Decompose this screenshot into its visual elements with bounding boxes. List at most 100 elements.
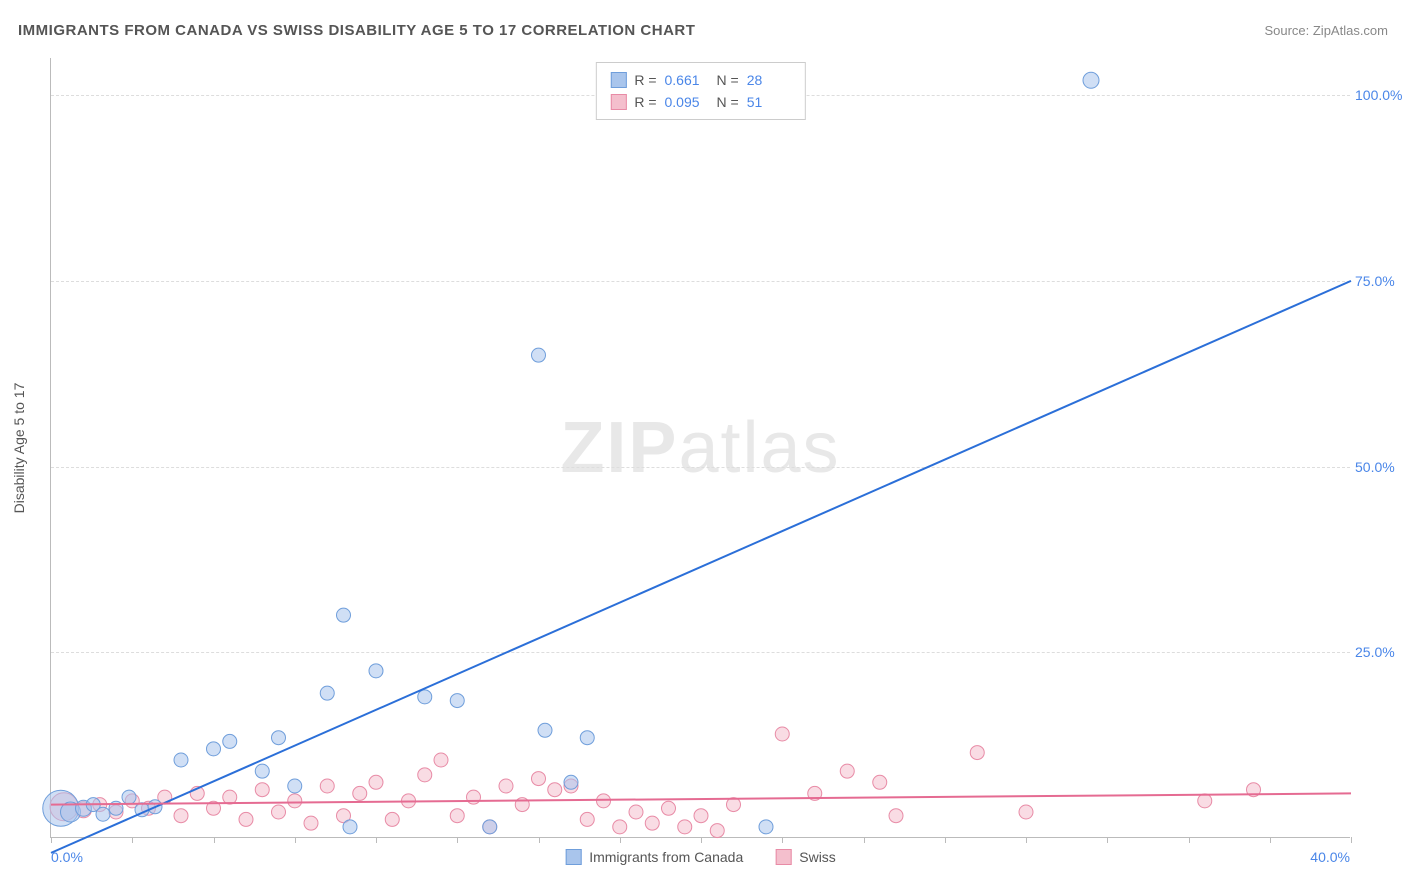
legend-swatch: [565, 849, 581, 865]
source-prefix: Source:: [1264, 23, 1312, 38]
scatter-point-swiss: [678, 820, 692, 834]
scatter-point-canada: [343, 820, 357, 834]
stats-r-value: 0.661: [665, 69, 709, 91]
scatter-point-swiss: [532, 772, 546, 786]
scatter-point-canada: [483, 820, 497, 834]
stats-n-value: 51: [747, 91, 791, 113]
scatter-point-canada: [580, 731, 594, 745]
scatter-point-swiss: [889, 809, 903, 823]
scatter-point-swiss: [239, 812, 253, 826]
scatter-point-swiss: [629, 805, 643, 819]
scatter-point-swiss: [418, 768, 432, 782]
stats-n-label: N =: [717, 91, 739, 113]
x-tick: [1189, 837, 1190, 843]
x-tick: [945, 837, 946, 843]
scatter-point-swiss: [775, 727, 789, 741]
legend-item: Swiss: [775, 849, 836, 865]
x-axis-max-label: 40.0%: [1310, 849, 1350, 865]
scatter-point-canada: [174, 753, 188, 767]
scatter-point-swiss: [450, 809, 464, 823]
stats-n-label: N =: [717, 69, 739, 91]
x-tick: [295, 837, 296, 843]
scatter-point-swiss: [970, 746, 984, 760]
x-tick: [214, 837, 215, 843]
scatter-point-canada: [1083, 72, 1099, 88]
scatter-point-swiss: [288, 794, 302, 808]
scatter-point-swiss: [385, 812, 399, 826]
header: IMMIGRANTS FROM CANADA VS SWISS DISABILI…: [18, 22, 1388, 39]
scatter-point-swiss: [369, 775, 383, 789]
x-tick: [1026, 837, 1027, 843]
scatter-point-canada: [564, 775, 578, 789]
source-attribution: Source: ZipAtlas.com: [1264, 23, 1388, 38]
legend-label: Swiss: [799, 849, 836, 865]
y-tick-label: 25.0%: [1355, 644, 1405, 660]
x-tick: [376, 837, 377, 843]
stats-row: R = 0.661 N = 28: [610, 69, 790, 91]
scatter-point-canada: [450, 694, 464, 708]
scatter-point-canada: [96, 807, 110, 821]
x-tick: [782, 837, 783, 843]
x-tick: [539, 837, 540, 843]
regression-line-swiss: [51, 793, 1351, 804]
stats-box: R = 0.661 N = 28 R = 0.095 N = 51: [595, 62, 805, 120]
stats-r-value: 0.095: [665, 91, 709, 113]
scatter-point-canada: [532, 348, 546, 362]
scatter-point-canada: [369, 664, 383, 678]
scatter-point-canada: [418, 690, 432, 704]
scatter-point-canada: [759, 820, 773, 834]
scatter-point-swiss: [499, 779, 513, 793]
x-tick: [132, 837, 133, 843]
y-tick-label: 50.0%: [1355, 459, 1405, 475]
x-tick: [1270, 837, 1271, 843]
x-tick: [620, 837, 621, 843]
scatter-point-swiss: [174, 809, 188, 823]
scatter-point-canada: [288, 779, 302, 793]
x-tick: [51, 837, 52, 843]
scatter-point-canada: [207, 742, 221, 756]
scatter-point-canada: [255, 764, 269, 778]
scatter-point-swiss: [272, 805, 286, 819]
scatter-point-swiss: [1198, 794, 1212, 808]
legend-swatch: [775, 849, 791, 865]
scatter-point-swiss: [467, 790, 481, 804]
scatter-point-swiss: [353, 786, 367, 800]
scatter-point-canada: [223, 734, 237, 748]
source-name: ZipAtlas.com: [1313, 23, 1388, 38]
scatter-point-swiss: [320, 779, 334, 793]
y-tick-label: 100.0%: [1355, 87, 1405, 103]
stats-r-label: R =: [634, 69, 656, 91]
chart-title: IMMIGRANTS FROM CANADA VS SWISS DISABILI…: [18, 22, 695, 39]
scatter-point-swiss: [304, 816, 318, 830]
scatter-point-swiss: [434, 753, 448, 767]
scatter-point-swiss: [548, 783, 562, 797]
x-tick: [701, 837, 702, 843]
stats-row: R = 0.095 N = 51: [610, 91, 790, 113]
stats-n-value: 28: [747, 69, 791, 91]
scatter-point-canada: [122, 790, 136, 804]
legend-item: Immigrants from Canada: [565, 849, 743, 865]
y-axis-title: Disability Age 5 to 17: [11, 382, 27, 513]
x-tick: [1351, 837, 1352, 843]
scatter-point-swiss: [694, 809, 708, 823]
scatter-point-swiss: [255, 783, 269, 797]
stats-swatch: [610, 72, 626, 88]
legend-label: Immigrants from Canada: [589, 849, 743, 865]
scatter-point-canada: [337, 608, 351, 622]
scatter-point-swiss: [662, 801, 676, 815]
scatter-point-swiss: [840, 764, 854, 778]
scatter-point-swiss: [645, 816, 659, 830]
scatter-point-swiss: [613, 820, 627, 834]
stats-r-label: R =: [634, 91, 656, 113]
chart-svg: [51, 58, 1350, 837]
scatter-point-canada: [320, 686, 334, 700]
y-tick-label: 75.0%: [1355, 273, 1405, 289]
scatter-point-swiss: [873, 775, 887, 789]
plot-area: ZIPatlas 25.0%50.0%75.0%100.0% Disabilit…: [50, 58, 1350, 838]
scatter-point-canada: [272, 731, 286, 745]
x-tick: [864, 837, 865, 843]
scatter-point-canada: [538, 723, 552, 737]
x-tick: [1107, 837, 1108, 843]
x-tick: [457, 837, 458, 843]
scatter-point-swiss: [710, 824, 724, 838]
